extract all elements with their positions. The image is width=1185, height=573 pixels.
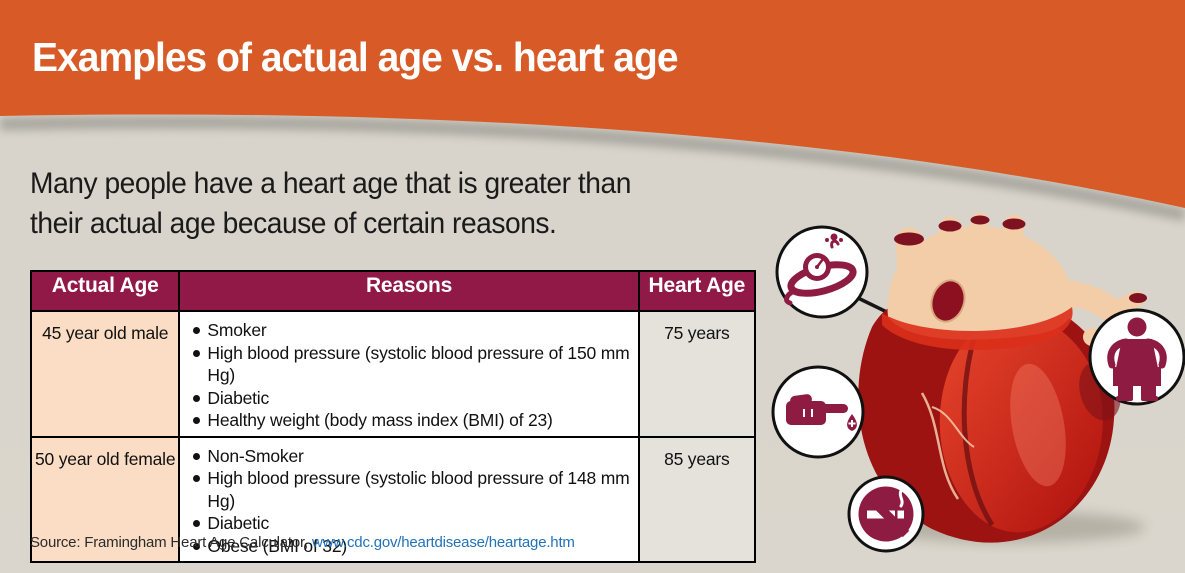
no-smoking-icon (858, 486, 914, 542)
reasons-list: Smoker High blood pressure (systolic blo… (192, 319, 630, 432)
band-shape (0, 0, 1185, 208)
source-link[interactable]: www.cdc.gov/heartdisease/heartage.htm (311, 534, 575, 551)
callout-diabetes (771, 365, 865, 459)
reason-item: Diabetic (192, 512, 629, 535)
reasons-cell: Non-Smoker High blood pressure (systolic… (178, 435, 640, 563)
heart-graphic (858, 212, 1147, 543)
reason-item: High blood pressure (systolic blood pres… (192, 342, 630, 387)
actual-age-cell: 45 year old male (29, 310, 181, 438)
column-header-heart-age: Heart Age (637, 270, 757, 312)
blood-glucose-test-icon (786, 394, 857, 431)
obese-person-icon (1107, 317, 1167, 401)
band-shadow (0, 115, 1185, 222)
reasons-list: Non-Smoker High blood pressure (systolic… (192, 445, 630, 558)
intro-line-1: Many people have a heart age that is gre… (30, 167, 631, 200)
page-title: Examples of actual age vs. heart age (32, 34, 679, 80)
intro-line-2: their actual age because of certain reas… (30, 207, 557, 240)
table-row: 50 year old female Non-Smoker High blood… (29, 435, 757, 563)
reason-item: Smoker (192, 319, 629, 342)
heart-age-cell: 85 years (637, 435, 757, 563)
actual-age-cell: 50 year old female (29, 435, 181, 563)
callout-no-smoking (847, 475, 925, 553)
heart-age-cell: 75 years (637, 310, 757, 438)
reason-item: Non-Smoker (192, 445, 629, 468)
heart-illustration (771, 212, 1185, 553)
column-header-actual-age: Actual Age (29, 270, 181, 312)
column-header-reasons: Reasons (178, 270, 640, 312)
callout-obesity (1088, 308, 1185, 406)
table-row: 45 year old male Smoker High blood press… (29, 310, 757, 438)
blood-pressure-monitor-icon (784, 233, 857, 306)
reasons-cell: Smoker High blood pressure (systolic blo… (178, 310, 640, 438)
callout-blood-pressure (775, 225, 869, 319)
reason-item: Healthy weight (body mass index (BMI) of… (192, 409, 629, 432)
intro-text: Many people have a heart age that is gre… (30, 164, 631, 244)
reason-item: Diabetic (192, 387, 629, 410)
header-band (0, 0, 1185, 222)
age-comparison-table: Actual Age Reasons Heart Age 45 year old… (29, 270, 757, 563)
reason-item: Obese (BMI of 32) (192, 535, 629, 558)
table-header-row: Actual Age Reasons Heart Age (29, 270, 757, 312)
source-label: Source: Framingham Heart Age Calculator, (30, 534, 308, 551)
source-note: Source: Framingham Heart Age Calculator,… (30, 534, 575, 551)
reason-item: High blood pressure (systolic blood pres… (192, 467, 630, 512)
